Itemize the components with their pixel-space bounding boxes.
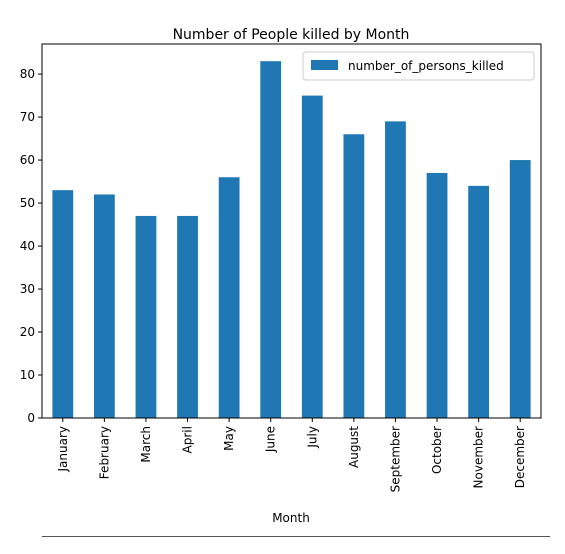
x-tick-label: October <box>430 426 444 474</box>
y-tick-label: 50 <box>20 196 35 210</box>
bar-september <box>385 121 406 419</box>
bar-october <box>426 172 448 418</box>
x-tick-label: January <box>56 426 70 473</box>
bar-march <box>135 215 157 418</box>
x-tick-label: September <box>388 426 402 492</box>
bar-november <box>468 185 490 418</box>
bar-december <box>509 160 531 418</box>
x-tick-label: June <box>264 426 278 453</box>
bottom-divider <box>42 536 550 537</box>
y-axis: 0 10 20 30 40 50 60 70 80 <box>20 67 42 425</box>
bar-july <box>301 95 323 418</box>
y-tick-label: 20 <box>20 325 35 339</box>
x-tick-label: July <box>305 426 319 449</box>
x-tick-label: August <box>347 426 361 468</box>
y-tick-label: 10 <box>20 368 35 382</box>
legend: number_of_persons_killed <box>302 51 535 81</box>
bar-june <box>260 61 282 418</box>
bar-may <box>218 177 240 418</box>
x-tick-label: November <box>472 426 486 488</box>
bar-january <box>52 190 74 418</box>
y-tick-label: 0 <box>27 411 35 425</box>
legend-swatch <box>311 60 338 70</box>
plot-frame <box>41 43 542 419</box>
x-tick-label: December <box>513 426 527 488</box>
x-axis-label: Month <box>272 511 310 525</box>
y-tick-label: 70 <box>20 110 35 124</box>
x-tick-label: March <box>139 426 153 463</box>
bar-february <box>93 194 115 418</box>
bar-april <box>177 215 198 418</box>
y-tick-label: 80 <box>20 67 35 81</box>
y-tick-label: 30 <box>20 282 35 296</box>
legend-label: number_of_persons_killed <box>348 59 504 73</box>
x-tick-label: April <box>181 426 195 453</box>
y-tick-label: 40 <box>20 239 35 253</box>
x-tick-label: February <box>97 426 111 479</box>
x-axis: January February March April May June July Augu… <box>56 418 527 492</box>
bar-august <box>343 134 365 418</box>
legend-box <box>302 51 535 81</box>
bars-group <box>52 61 531 419</box>
x-tick-label: May <box>222 426 236 451</box>
chart-title: Number of People killed by Month <box>173 27 410 43</box>
y-tick-label: 60 <box>20 153 35 167</box>
